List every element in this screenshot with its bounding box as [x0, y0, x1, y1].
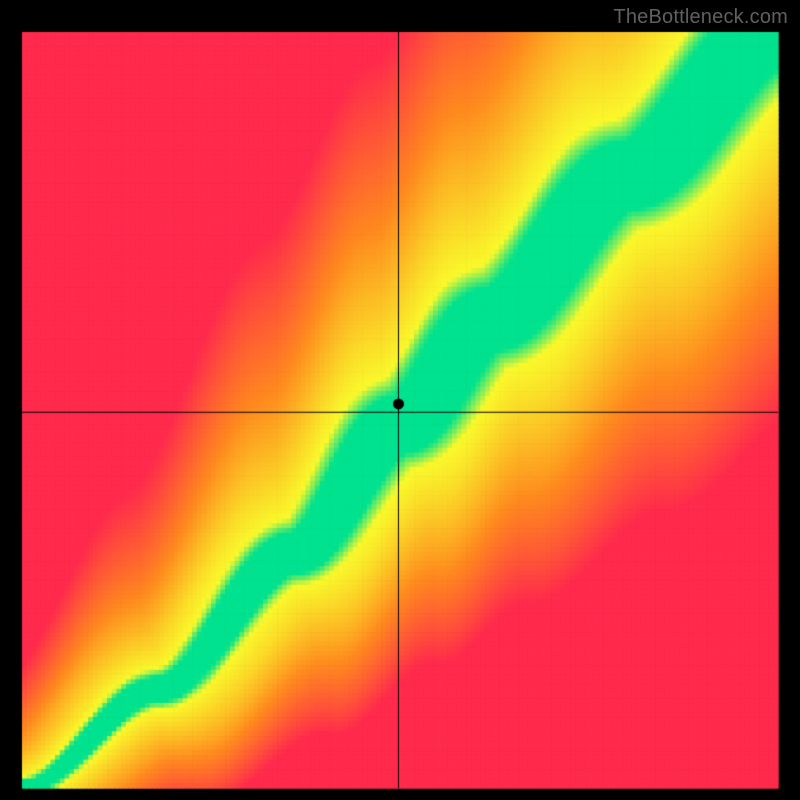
bottleneck-heatmap — [0, 0, 800, 800]
attribution-text: TheBottleneck.com — [613, 6, 788, 29]
chart-container: TheBottleneck.com — [0, 0, 800, 800]
